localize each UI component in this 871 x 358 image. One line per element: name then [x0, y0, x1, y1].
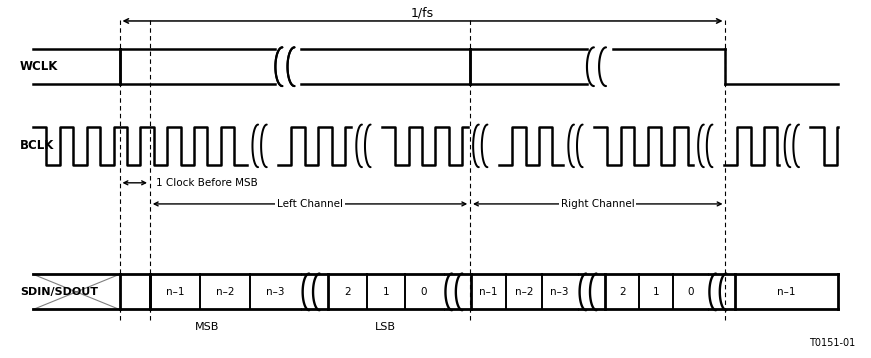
Text: LSB: LSB — [375, 322, 396, 332]
Text: 1 Clock Before MSB: 1 Clock Before MSB — [156, 178, 258, 188]
Text: Left Channel: Left Channel — [277, 199, 343, 209]
Text: BCLK: BCLK — [20, 139, 55, 153]
Text: n–3: n–3 — [550, 287, 569, 297]
Text: MSB: MSB — [195, 322, 219, 332]
Text: 0: 0 — [421, 287, 428, 297]
Text: 0: 0 — [687, 287, 693, 297]
Text: n–1: n–1 — [777, 287, 796, 297]
Text: 1: 1 — [653, 287, 659, 297]
Text: Right Channel: Right Channel — [561, 199, 635, 209]
Text: 2: 2 — [344, 287, 351, 297]
Text: n–2: n–2 — [216, 287, 234, 297]
Text: 2: 2 — [618, 287, 625, 297]
Text: n–1: n–1 — [165, 287, 185, 297]
Text: SDIN/SDOUT: SDIN/SDOUT — [20, 287, 98, 297]
Text: WCLK: WCLK — [20, 60, 58, 73]
Text: n–2: n–2 — [515, 287, 533, 297]
Text: T0151-01: T0151-01 — [809, 338, 855, 348]
Text: 1/fs: 1/fs — [411, 6, 434, 19]
Text: n–3: n–3 — [267, 287, 285, 297]
Text: 1: 1 — [382, 287, 389, 297]
Text: n–1: n–1 — [479, 287, 498, 297]
